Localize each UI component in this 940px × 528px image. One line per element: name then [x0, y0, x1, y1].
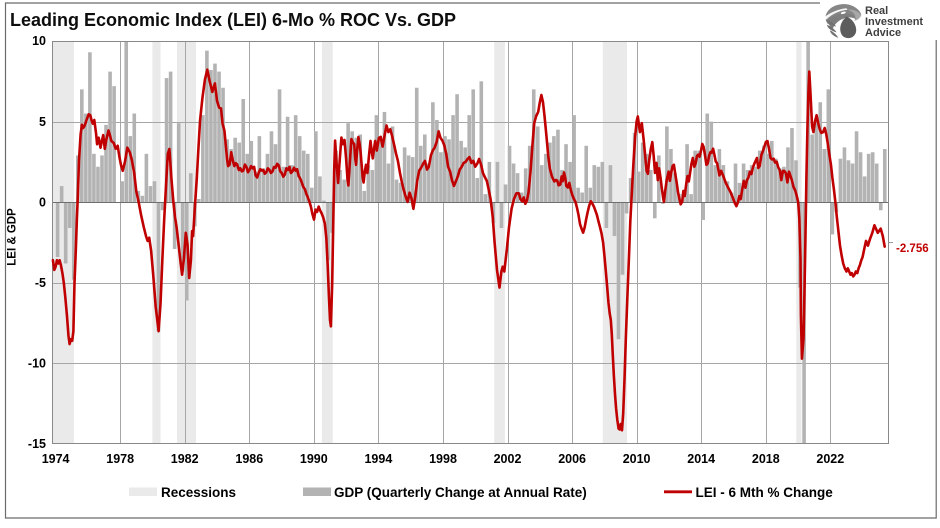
svg-text:2006: 2006: [558, 452, 586, 466]
svg-text:1974: 1974: [42, 452, 70, 466]
svg-text:1998: 1998: [429, 452, 457, 466]
svg-text:Advice: Advice: [865, 27, 901, 39]
svg-text:Leading Economic Index (LEI) 6: Leading Economic Index (LEI) 6-Mo % ROC …: [10, 10, 456, 30]
svg-text:1978: 1978: [106, 452, 134, 466]
svg-text:0: 0: [39, 195, 46, 209]
svg-text:GDP (Quarterly Change at Annua: GDP (Quarterly Change at Annual Rate): [334, 485, 587, 500]
svg-text:Investment: Investment: [865, 16, 923, 28]
svg-text:1994: 1994: [364, 452, 392, 466]
svg-text:10: 10: [32, 34, 46, 48]
svg-text:Real: Real: [865, 5, 888, 17]
svg-text:-5: -5: [35, 276, 46, 290]
svg-text:1990: 1990: [300, 452, 328, 466]
svg-text:-10: -10: [28, 357, 46, 371]
svg-text:1986: 1986: [235, 452, 263, 466]
svg-text:2010: 2010: [623, 452, 651, 466]
svg-text:2014: 2014: [687, 452, 715, 466]
svg-text:Recessions: Recessions: [161, 485, 236, 500]
svg-text:5: 5: [39, 115, 46, 129]
svg-text:-2.756: -2.756: [896, 243, 929, 255]
svg-text:LEI & GDP: LEI & GDP: [7, 208, 19, 266]
svg-text:1982: 1982: [171, 452, 199, 466]
svg-text:2002: 2002: [494, 452, 522, 466]
svg-text:-15: -15: [28, 437, 46, 451]
svg-text:LEI - 6 Mth % Change: LEI - 6 Mth % Change: [696, 485, 834, 500]
svg-text:2022: 2022: [816, 452, 844, 466]
svg-text:2018: 2018: [752, 452, 780, 466]
